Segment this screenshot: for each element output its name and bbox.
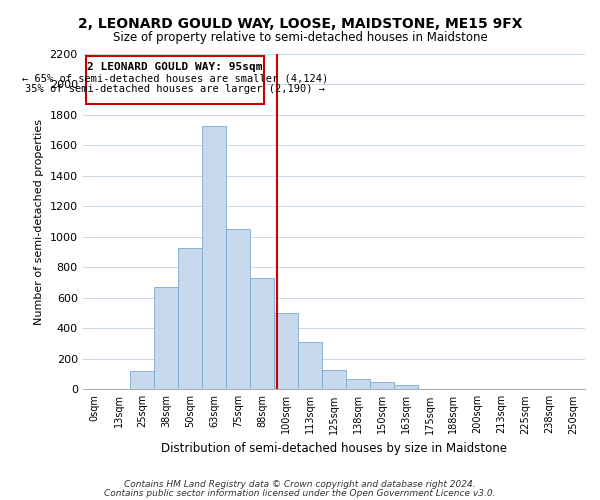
Bar <box>346 378 370 390</box>
Text: 35% of semi-detached houses are larger (2,190) →: 35% of semi-detached houses are larger (… <box>25 84 325 94</box>
Bar <box>370 382 394 390</box>
Text: ← 65% of semi-detached houses are smaller (4,124): ← 65% of semi-detached houses are smalle… <box>22 73 328 83</box>
Text: Size of property relative to semi-detached houses in Maidstone: Size of property relative to semi-detach… <box>113 31 487 44</box>
Bar <box>226 230 250 390</box>
Bar <box>154 287 178 390</box>
Text: 2, LEONARD GOULD WAY, LOOSE, MAIDSTONE, ME15 9FX: 2, LEONARD GOULD WAY, LOOSE, MAIDSTONE, … <box>78 18 522 32</box>
Bar <box>322 370 346 390</box>
Bar <box>130 371 154 390</box>
Bar <box>274 313 298 390</box>
Bar <box>394 384 418 390</box>
Text: Contains HM Land Registry data © Crown copyright and database right 2024.: Contains HM Land Registry data © Crown c… <box>124 480 476 489</box>
Y-axis label: Number of semi-detached properties: Number of semi-detached properties <box>34 118 44 324</box>
X-axis label: Distribution of semi-detached houses by size in Maidstone: Distribution of semi-detached houses by … <box>161 442 507 455</box>
Bar <box>202 126 226 390</box>
Text: Contains public sector information licensed under the Open Government Licence v3: Contains public sector information licen… <box>104 488 496 498</box>
Text: 2 LEONARD GOULD WAY: 95sqm: 2 LEONARD GOULD WAY: 95sqm <box>87 62 263 72</box>
FancyBboxPatch shape <box>86 56 265 104</box>
Bar <box>250 278 274 390</box>
Bar <box>298 342 322 390</box>
Bar <box>178 248 202 390</box>
